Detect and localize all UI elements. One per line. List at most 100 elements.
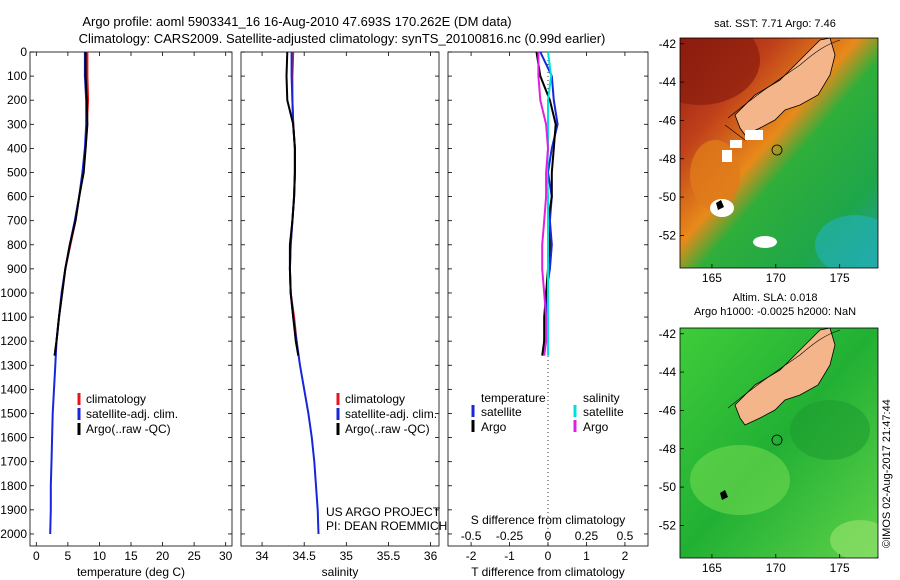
x-tick-label: 0 (33, 549, 40, 563)
series-argo-raw-qc- (285, 51, 300, 356)
sst-map (680, 38, 878, 268)
legend-label-satellite: satellite-adj. clim. (86, 407, 178, 421)
sla-patch-1 (690, 445, 790, 515)
difference-legend: temperature salinity satellite Argo sate… (471, 391, 624, 434)
plot-frame (240, 51, 440, 547)
x-tick-label: 25 (187, 549, 201, 563)
map-y-tick-label: -50 (659, 190, 677, 204)
x-tick-label: 5 (65, 549, 72, 563)
salinity-panel: 34 34.5 35 35.5 36 salinity (240, 51, 440, 579)
sst-mask-1 (730, 140, 742, 148)
x-tick-label: 30 (219, 549, 233, 563)
y-tick-label: 1000 (0, 286, 27, 300)
y-tick-label: 600 (7, 190, 27, 204)
south-island-land-sla (734, 328, 836, 426)
sst-warm-patch (680, 38, 760, 105)
temperature-panel: 0100200300400500600700800900100011001200… (0, 45, 232, 579)
difference-panel: -2 -1 0 1 2 T difference from climatology -0.5… (447, 51, 649, 579)
x-tick-label: 20 (156, 549, 170, 563)
sst-mask-2 (745, 130, 763, 140)
map-x-tick-label: 165 (702, 271, 722, 285)
map-y-tick-label: -42 (659, 327, 677, 341)
sla-map-axes: 165 170 175 -42 -44 -46 -48 -50 -52 (659, 327, 850, 575)
legend-label-temp-satellite: satellite (481, 405, 522, 419)
sla-patch-2 (790, 400, 870, 460)
sst-cool-patch (815, 215, 878, 268)
sla-map-title: Altim. SLA: 0.018 (733, 292, 818, 304)
y-tick-label: 1500 (0, 406, 27, 420)
y-tick-label: 200 (7, 93, 27, 107)
map-y-tick-label: -52 (659, 518, 677, 532)
x-axis-label: T difference from climatology (471, 565, 625, 579)
x-tick-label: 34 (255, 549, 269, 563)
figure-title-line1: Argo profile: aoml 5903341_16 16-Aug-201… (82, 14, 511, 29)
map-y-tick-label: -42 (659, 37, 677, 51)
x-tick-label: 35.5 (377, 549, 401, 563)
map-y-tick-label: -46 (659, 113, 677, 127)
legend-label-argo: Argo(..raw -QC) (86, 422, 171, 436)
y-tick-label: 0 (20, 45, 27, 59)
map-y-tick-label: -46 (659, 403, 677, 417)
top-tick-label: 0 (545, 529, 552, 543)
x-tick-label: 34.5 (293, 549, 317, 563)
y-tick-label: 1300 (0, 358, 27, 372)
top-tick-label: -0.5 (461, 529, 482, 543)
top-tick-label: -0.25 (496, 529, 524, 543)
project-credit: US ARGO PROJECT (326, 505, 441, 519)
sla-map (680, 328, 878, 558)
y-tick-label: 300 (7, 117, 27, 131)
sst-mask-3 (722, 150, 732, 162)
x-tick-label: 0 (545, 549, 552, 563)
x-tick-label: -2 (466, 549, 477, 563)
map-y-tick-label: -44 (659, 75, 677, 89)
sla-map-frame (679, 327, 879, 559)
sla-patch-3 (830, 520, 878, 558)
legend-label-sal-satellite: satellite (583, 405, 624, 419)
sst-map-frame (679, 37, 879, 269)
temperature-legend: climatology satellite-adj. clim. Argo(..… (77, 392, 178, 436)
y-tick-label: 400 (7, 141, 27, 155)
series-salinity-satellite (546, 51, 553, 356)
salinity-legend: climatology satellite-adj. clim. Argo(..… (336, 392, 437, 436)
y-tick-label: 800 (7, 238, 27, 252)
map-y-tick-label: -48 (659, 442, 677, 456)
legend-title-temperature: temperature (481, 391, 546, 405)
pi-credit: PI: DEAN ROEMMICH (326, 519, 447, 533)
y-tick-label: 1200 (0, 334, 27, 348)
map-y-tick-label: -52 (659, 228, 677, 242)
figure-title-line2: Climatology: CARS2009. Satellite-adjuste… (79, 31, 606, 46)
x-tick-label: 2 (622, 549, 629, 563)
x-tick-label: 1 (583, 549, 590, 563)
imos-stamp: ©IMOS 02-Aug-2017 21:47:44 (881, 399, 893, 548)
series-salinity-argo (537, 52, 550, 356)
x-axis-label: salinity (322, 565, 359, 579)
map-x-tick-label: 165 (702, 561, 722, 575)
x-tick-label: 35 (340, 549, 354, 563)
y-tick-label: 1100 (1, 310, 27, 324)
sla-float-marker (771, 434, 783, 446)
map-x-tick-label: 175 (830, 271, 850, 285)
stewart-island-sla (720, 490, 728, 500)
y-tick-label: 1400 (0, 382, 27, 396)
y-tick-label: 100 (7, 69, 27, 83)
stewart-island (716, 200, 724, 210)
y-tick-label: 1900 (0, 503, 27, 517)
x-tick-label: 36 (424, 549, 438, 563)
map-x-tick-label: 170 (766, 561, 786, 575)
sst-orange-patch (690, 140, 740, 210)
map-x-tick-label: 170 (766, 271, 786, 285)
x-tick-label: -1 (504, 549, 515, 563)
y-tick-label: 2000 (0, 527, 27, 541)
y-tick-label: 500 (7, 165, 27, 179)
legend-label-climatology: climatology (345, 392, 405, 406)
sst-mask-5 (753, 236, 777, 248)
x-tick-label: 15 (124, 549, 138, 563)
legend-label-sal-argo: Argo (583, 420, 609, 434)
sst-map-axes: 165 170 175 -42 -44 -46 -48 -50 -52 (659, 37, 850, 285)
top-tick-label: 0.25 (575, 529, 599, 543)
legend-label-satellite: satellite-adj. clim. (345, 407, 437, 421)
top-axis-label: S difference from climatology (471, 513, 626, 527)
top-tick-label: 0.5 (617, 529, 634, 543)
legend-label-temp-argo: Argo (481, 420, 507, 434)
y-tick-label: 1600 (0, 431, 27, 445)
